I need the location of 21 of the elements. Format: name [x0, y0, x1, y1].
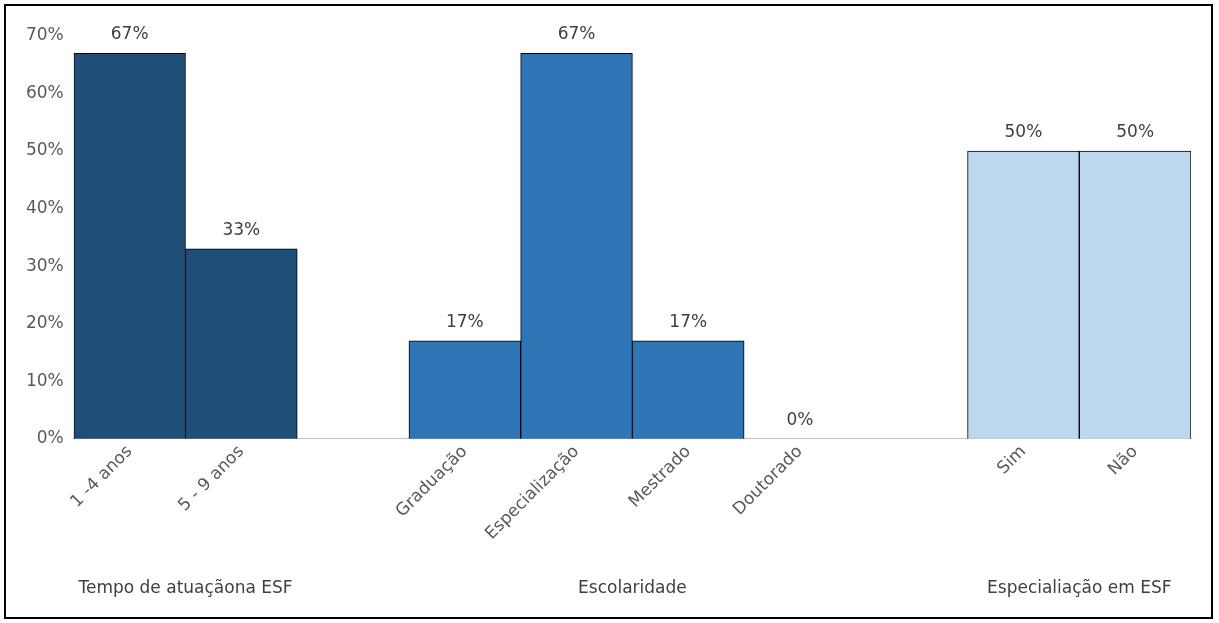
x-tick-label: Não — [1103, 440, 1142, 479]
y-tick-label: 10% — [25, 369, 64, 390]
data-label: 50% — [1004, 120, 1043, 141]
y-tick-label: 70% — [25, 24, 64, 45]
y-tick-label: 40% — [25, 197, 64, 217]
y-tick-label: 20% — [25, 312, 64, 333]
data-label: 67% — [557, 23, 596, 44]
text: Escolaridade — [578, 577, 687, 598]
y-tick-label: 30% — [25, 254, 64, 275]
data-label: 17% — [445, 310, 484, 331]
text: Especialiação em ESF — [987, 577, 1172, 598]
y-tick-label: 60% — [25, 81, 64, 102]
y-tick-label: 0% — [36, 427, 64, 448]
y-tick-label: 50% — [25, 139, 64, 160]
data-label: 50% — [1116, 120, 1155, 141]
data-label: 67% — [110, 23, 149, 44]
text: Tempo de atuaçãona ESF — [77, 577, 293, 598]
data-label: 33% — [222, 218, 261, 239]
x-tick-label: Sim — [992, 440, 1030, 478]
data-label: 0% — [786, 408, 814, 429]
data-label: 17% — [669, 310, 708, 331]
